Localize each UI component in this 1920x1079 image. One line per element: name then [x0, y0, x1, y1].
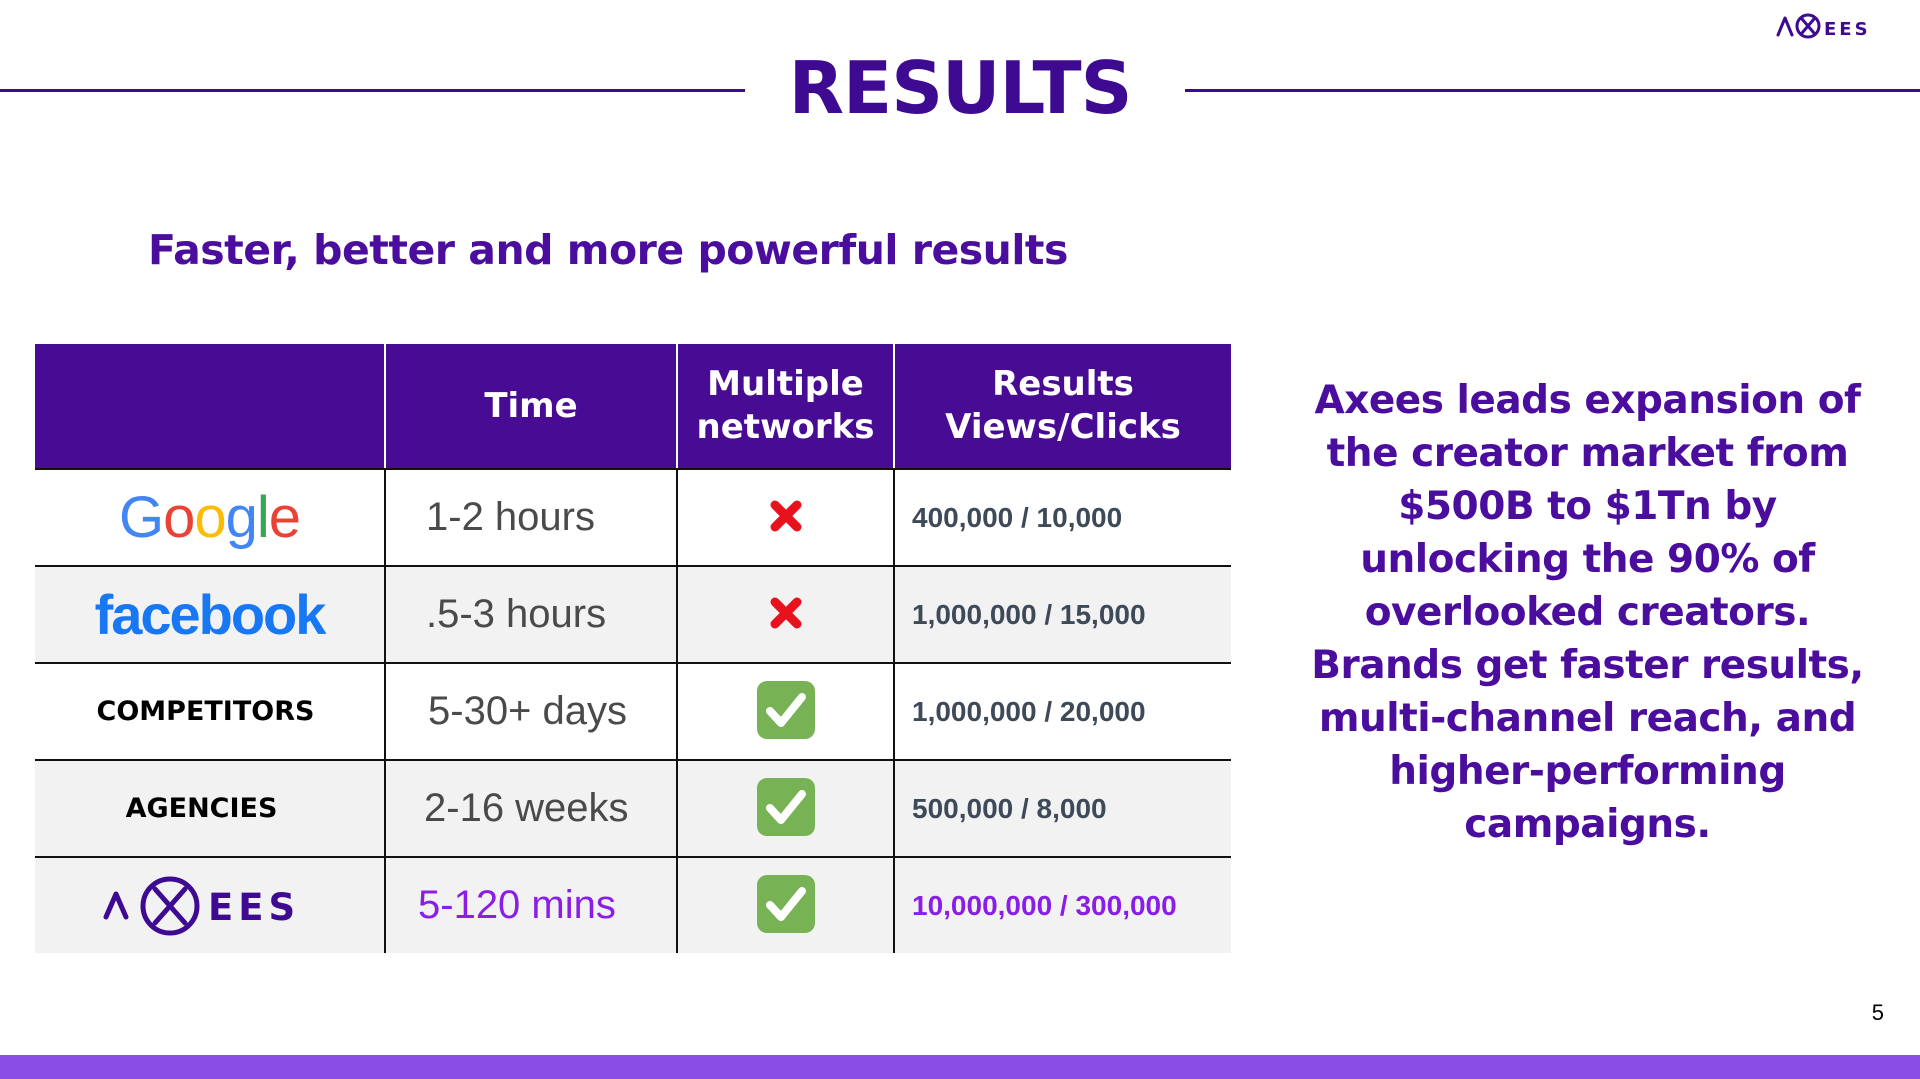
footer-bar [0, 1055, 1920, 1079]
table-row: COMPETITORS 5-30+ days 1,000,000 / 20,00… [35, 662, 1231, 760]
multiple-networks-cell [676, 759, 894, 857]
axees-row-logo: EES [103, 876, 300, 935]
header-time: Time [384, 344, 677, 470]
brand-cell-agencies: AGENCIES [35, 759, 385, 857]
header-multiple-networks-label: Multiple networks [696, 364, 875, 447]
axees-logo-wordmark: EES [1824, 19, 1871, 40]
time-cell: 5-30+ days [384, 662, 677, 760]
brand-cell-facebook: facebook [35, 565, 385, 663]
header-multiple-networks: Multiple networks [676, 344, 894, 470]
subtitle: Faster, better and more powerful results [148, 226, 1068, 274]
results-cell: 10,000,000 / 300,000 [893, 856, 1231, 953]
table-row: EES 5-120 mins 10,000,000 / 300,000 [35, 856, 1231, 953]
check-mark-button-icon [756, 874, 815, 933]
axees-logo: EES [1776, 13, 1871, 40]
header-results: Results Views/Clicks [893, 344, 1231, 470]
brand-cell-competitors: COMPETITORS [35, 662, 385, 760]
time-cell: 5-120 mins [384, 856, 677, 953]
multiple-networks-cell [676, 662, 894, 760]
brand-cell-google: Google [35, 468, 385, 566]
time-cell: .5-3 hours [384, 565, 677, 663]
comparison-table: Time Multiple networks Results Views/Cli… [35, 344, 1231, 953]
table-row: Google 1-2 hours 400,000 / 10,000 [35, 468, 1231, 566]
header-rule-right [1185, 89, 1920, 92]
multiple-networks-cell [676, 565, 894, 663]
results-cell: 1,000,000 / 15,000 [893, 565, 1231, 663]
header-rule-left [0, 89, 745, 92]
table-header-row: Time Multiple networks Results Views/Cli… [35, 344, 1231, 470]
header-brand-col [35, 344, 385, 470]
axees-row-logo-wordmark: EES [208, 886, 300, 929]
value-proposition-text: Axees leads expansion of the creator mar… [1311, 378, 1864, 847]
google-logo: Google [118, 485, 301, 550]
table-row: AGENCIES 2-16 weeks 500,000 / 8,000 [35, 759, 1231, 857]
brand-cell-axees: EES [35, 856, 385, 953]
results-cell: 1,000,000 / 20,000 [893, 662, 1231, 760]
check-mark-button-icon [756, 777, 815, 836]
time-cell: 1-2 hours [384, 468, 677, 566]
facebook-logo: facebook [94, 583, 327, 646]
time-cell: 2-16 weeks [384, 759, 677, 857]
results-cell: 400,000 / 10,000 [893, 468, 1231, 566]
cross-mark-icon [770, 500, 801, 531]
results-cell: 500,000 / 8,000 [893, 759, 1231, 857]
multiple-networks-cell [676, 856, 894, 953]
header-results-label: Results Views/Clicks [945, 364, 1181, 447]
table-row: facebook .5-3 hours 1,000,000 / 15,000 [35, 565, 1231, 663]
agencies-label: AGENCIES [125, 793, 278, 824]
page-number: 5 [1871, 1000, 1884, 1025]
check-mark-button-icon [756, 680, 815, 739]
cross-mark-icon [770, 597, 801, 628]
competitors-label: COMPETITORS [96, 696, 315, 727]
page-title: RESULTS [788, 46, 1133, 130]
multiple-networks-cell [676, 468, 894, 566]
